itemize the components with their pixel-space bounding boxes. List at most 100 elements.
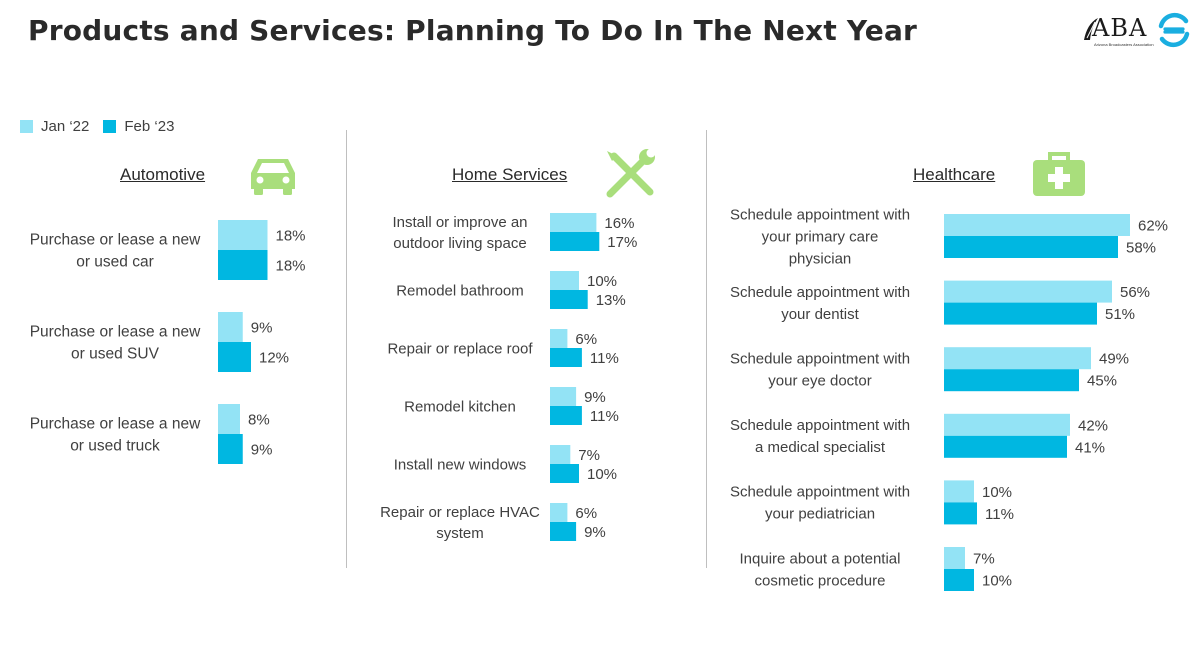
bar-health-5-feb23 (944, 569, 974, 591)
data-label-health-5-jan22: 7% (973, 551, 995, 568)
category-label-home-4: Install new windows (394, 456, 527, 473)
bar-health-5-jan22 (944, 547, 965, 569)
chart-automotive: Purchase or lease a new or used car 18% 18%… (30, 220, 306, 464)
chart-home: Install or improve an outdoor living spac… (380, 213, 637, 542)
bar-automotive-1-jan22 (218, 312, 243, 342)
bar-automotive-1-feb23 (218, 342, 251, 372)
bar-home-5-jan22 (550, 503, 568, 522)
data-label-automotive-1-jan22: 9% (251, 320, 273, 337)
data-label-home-4-feb23: 10% (587, 466, 617, 483)
category-label-automotive-1: Purchase or lease a new or used SUV (30, 323, 201, 362)
car-icon (251, 159, 295, 195)
section-title-healthcare: Healthcare (913, 165, 996, 184)
data-label-home-5-feb23: 9% (584, 524, 606, 541)
category-label-home-0: Install or improve an outdoor living spac… (392, 214, 527, 252)
bar-health-3-jan22 (944, 413, 1070, 436)
category-label-home-1: Remodel bathroom (396, 282, 524, 299)
data-label-home-2-feb23: 11% (590, 350, 619, 367)
data-label-health-1-feb23: 51% (1105, 306, 1135, 323)
legend-swatch-feb23 (103, 120, 117, 133)
bar-automotive-0-jan22 (218, 220, 268, 250)
bar-automotive-2-feb23 (218, 434, 243, 464)
bar-health-4-jan22 (944, 480, 974, 503)
data-label-home-3-jan22: 9% (584, 389, 606, 406)
category-label-health-5: Inquire about a potential cosmetic proced… (740, 550, 901, 589)
bar-home-1-feb23 (550, 290, 588, 309)
legend: Jan ‘22 Feb ‘23 (20, 118, 188, 135)
data-label-health-2-jan22: 49% (1099, 351, 1129, 368)
aba-feather-icon (1084, 18, 1098, 40)
data-label-home-3-feb23: 11% (590, 408, 619, 425)
data-label-automotive-0-jan22: 18% (276, 228, 306, 245)
data-label-automotive-1-feb23: 12% (259, 350, 289, 367)
bar-home-2-jan22 (550, 329, 568, 348)
bar-home-4-jan22 (550, 445, 571, 464)
category-label-health-4: Schedule appointment with your pediatrici… (730, 484, 910, 523)
data-label-health-4-jan22: 10% (982, 484, 1012, 501)
data-label-home-0-jan22: 16% (604, 215, 634, 232)
bar-health-1-feb23 (944, 302, 1097, 325)
aba-logo-tagline: Arizona Broadcasters Association (1094, 42, 1154, 47)
chart-health: Schedule appointment with your primary ca… (730, 206, 1168, 591)
category-label-automotive-0: Purchase or lease a new or used car (30, 231, 201, 270)
first-aid-kit-icon (1033, 152, 1085, 196)
legend-label-jan22: Jan ‘22 (41, 118, 90, 135)
category-label-home-5: Repair or replace HVAC system (380, 504, 540, 542)
bar-health-4-feb23 (944, 502, 977, 525)
bar-automotive-2-jan22 (218, 404, 240, 434)
bar-home-5-feb23 (550, 522, 577, 541)
data-label-home-1-feb23: 13% (596, 292, 626, 309)
data-label-automotive-2-feb23: 9% (251, 442, 273, 459)
category-label-home-3: Remodel kitchen (404, 398, 516, 415)
category-label-health-1: Schedule appointment with your dentist (730, 284, 910, 323)
legend-item-feb23: Feb ‘23 (103, 118, 174, 135)
data-label-home-5-jan22: 6% (575, 505, 597, 522)
bar-home-3-jan22 (550, 387, 577, 406)
section-title-automotive: Automotive (120, 165, 206, 184)
bar-health-2-jan22 (944, 347, 1091, 370)
bar-health-2-feb23 (944, 369, 1079, 392)
bar-home-4-feb23 (550, 464, 579, 483)
legend-swatch-jan22 (20, 120, 33, 133)
category-label-health-2: Schedule appointment with your eye doctor (730, 350, 910, 389)
data-label-health-3-jan22: 42% (1078, 417, 1108, 434)
tools-icon (606, 148, 656, 198)
data-label-automotive-2-jan22: 8% (248, 412, 270, 429)
aba-logo-word: ABA (1092, 14, 1148, 42)
data-label-home-0-feb23: 17% (607, 234, 637, 251)
data-label-automotive-0-feb23: 18% (276, 258, 306, 275)
data-label-health-0-jan22: 62% (1138, 218, 1168, 235)
s-swirl-logo-icon (1158, 12, 1190, 48)
data-label-health-1-jan22: 56% (1120, 284, 1150, 301)
category-label-home-2: Repair or replace roof (387, 340, 533, 357)
data-label-health-2-feb23: 45% (1087, 373, 1117, 390)
bar-home-3-feb23 (550, 406, 582, 425)
bar-home-0-feb23 (550, 232, 600, 251)
bar-health-0-jan22 (944, 214, 1130, 236)
category-label-automotive-2: Purchase or lease a new or used truck (30, 415, 201, 454)
data-label-health-4-feb23: 11% (985, 506, 1014, 523)
data-label-home-2-jan22: 6% (575, 331, 597, 348)
bar-health-0-feb23 (944, 236, 1118, 258)
category-label-health-0: Schedule appointment with your primary ca… (730, 206, 910, 267)
legend-label-feb23: Feb ‘23 (124, 118, 175, 135)
data-label-health-3-feb23: 41% (1075, 439, 1105, 456)
data-label-home-1-jan22: 10% (587, 273, 617, 290)
section-title-home-services: Home Services (452, 165, 568, 184)
data-label-home-4-jan22: 7% (578, 447, 600, 464)
bar-home-2-feb23 (550, 348, 582, 367)
category-label-health-3: Schedule appointment with a medical speci… (730, 417, 910, 456)
bar-health-1-jan22 (944, 280, 1112, 303)
bar-health-3-feb23 (944, 435, 1067, 458)
bar-home-1-jan22 (550, 271, 579, 290)
legend-item-jan22: Jan ‘22 (20, 118, 89, 135)
page-title: Products and Services: Planning To Do In… (28, 14, 918, 47)
data-label-health-0-feb23: 58% (1126, 240, 1156, 257)
aba-logo: ABA Arizona Broadcasters Association (1082, 14, 1154, 47)
data-label-health-5-feb23: 10% (982, 573, 1012, 590)
divider-right (706, 130, 707, 568)
bar-home-0-jan22 (550, 213, 597, 232)
divider-left (346, 130, 347, 568)
bar-automotive-0-feb23 (218, 250, 268, 280)
